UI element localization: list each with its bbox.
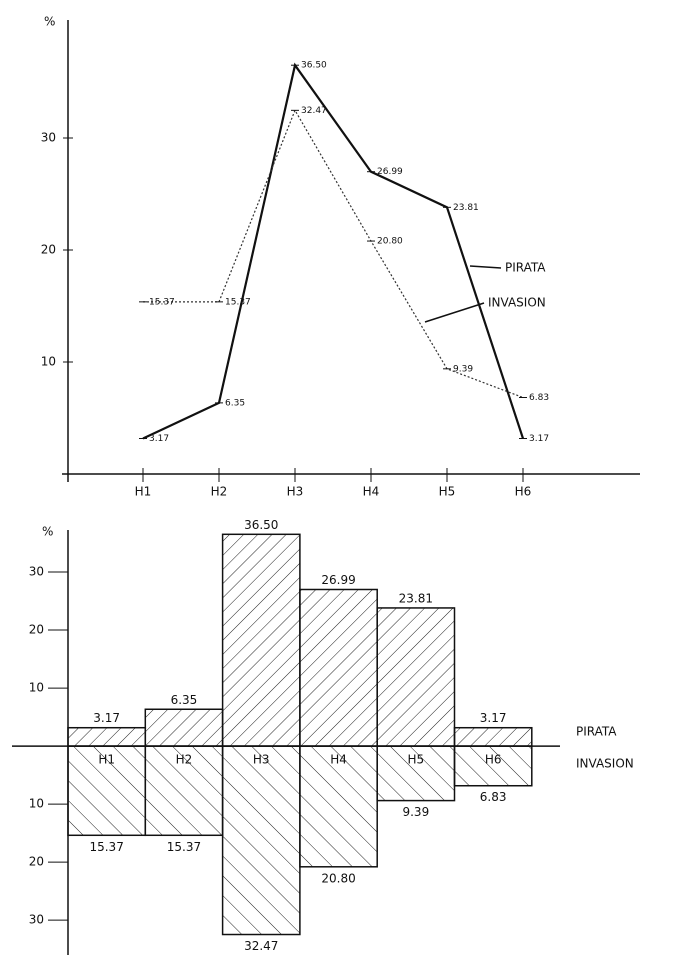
x-tick-label: H5 — [408, 753, 425, 767]
y-tick-label: 20 — [29, 623, 44, 637]
value-label: 20.80 — [377, 237, 403, 247]
value-label: 9.39 — [402, 805, 429, 819]
bar — [377, 608, 454, 746]
y-tick-label: 20 — [41, 243, 56, 257]
x-tick-label: H6 — [485, 753, 502, 767]
x-tick-label: H1 — [135, 485, 152, 499]
value-label: 6.83 — [529, 393, 549, 403]
value-label: 20.80 — [321, 871, 355, 885]
series-annotation: INVASION — [488, 296, 546, 310]
x-tick-label: H6 — [515, 485, 532, 499]
y-tick-label: 10 — [29, 797, 44, 811]
x-tick-label: H3 — [253, 753, 270, 767]
value-label: 36.50 — [244, 518, 278, 532]
value-label: 23.81 — [399, 591, 433, 605]
value-label: 3.17 — [480, 711, 507, 725]
series-line — [143, 110, 523, 397]
value-label: 3.17 — [149, 434, 169, 444]
legend-label: INVASION — [576, 757, 634, 771]
value-label: 15.37 — [149, 297, 175, 307]
y-tick-label: 30 — [29, 565, 44, 579]
y-tick-label: 10 — [29, 681, 44, 695]
value-label: 6.35 — [225, 398, 245, 408]
value-label: 32.47 — [244, 939, 278, 953]
annotation-arrow — [470, 266, 501, 268]
value-label: 6.35 — [171, 693, 198, 707]
x-tick-label: H5 — [439, 485, 456, 499]
bar — [455, 728, 532, 746]
x-tick-label: H2 — [211, 485, 228, 499]
bar — [223, 746, 300, 934]
x-tick-label: H4 — [363, 485, 380, 499]
x-tick-label: H4 — [330, 753, 347, 767]
bar — [300, 589, 377, 746]
annotation-arrow — [425, 303, 484, 322]
series-annotation: PIRATA — [505, 261, 546, 275]
bar — [68, 728, 145, 746]
bar — [223, 534, 300, 746]
value-label: 23.81 — [453, 203, 479, 213]
y-tick-label: 20 — [29, 855, 44, 869]
value-label: 15.37 — [167, 840, 201, 854]
page: % 10 20 30 H1 H2 H3 H4 H5 H6 3.17 6.35 36.50 26.99 23.… — [0, 0, 683, 965]
y-tick-label: 30 — [29, 913, 44, 927]
charts: % 10 20 30 H1 H2 H3 H4 H5 H6 3.17 6.35 36.50 26.99 23.… — [0, 0, 683, 965]
legend-label: PIRATA — [576, 725, 617, 739]
x-tick-label: H2 — [176, 753, 193, 767]
x-tick-label: H3 — [287, 485, 304, 499]
value-label: 26.99 — [321, 573, 355, 587]
value-label: 15.37 — [225, 297, 251, 307]
y-tick-label: 30 — [41, 131, 56, 145]
value-label: 3.17 — [529, 434, 549, 444]
value-label: 9.39 — [453, 364, 473, 374]
value-label: 36.50 — [301, 61, 327, 71]
bar — [145, 709, 222, 746]
x-tick-label: H1 — [98, 753, 115, 767]
value-label: 6.83 — [480, 790, 507, 804]
value-label: 15.37 — [89, 840, 123, 854]
value-label: 3.17 — [93, 711, 120, 725]
series-line — [143, 65, 523, 438]
y-axis-label: % — [44, 15, 55, 29]
value-label: 26.99 — [377, 167, 403, 177]
y-tick-label: 10 — [41, 355, 56, 369]
value-label: 32.47 — [301, 106, 327, 116]
y-axis-label: % — [42, 525, 53, 539]
